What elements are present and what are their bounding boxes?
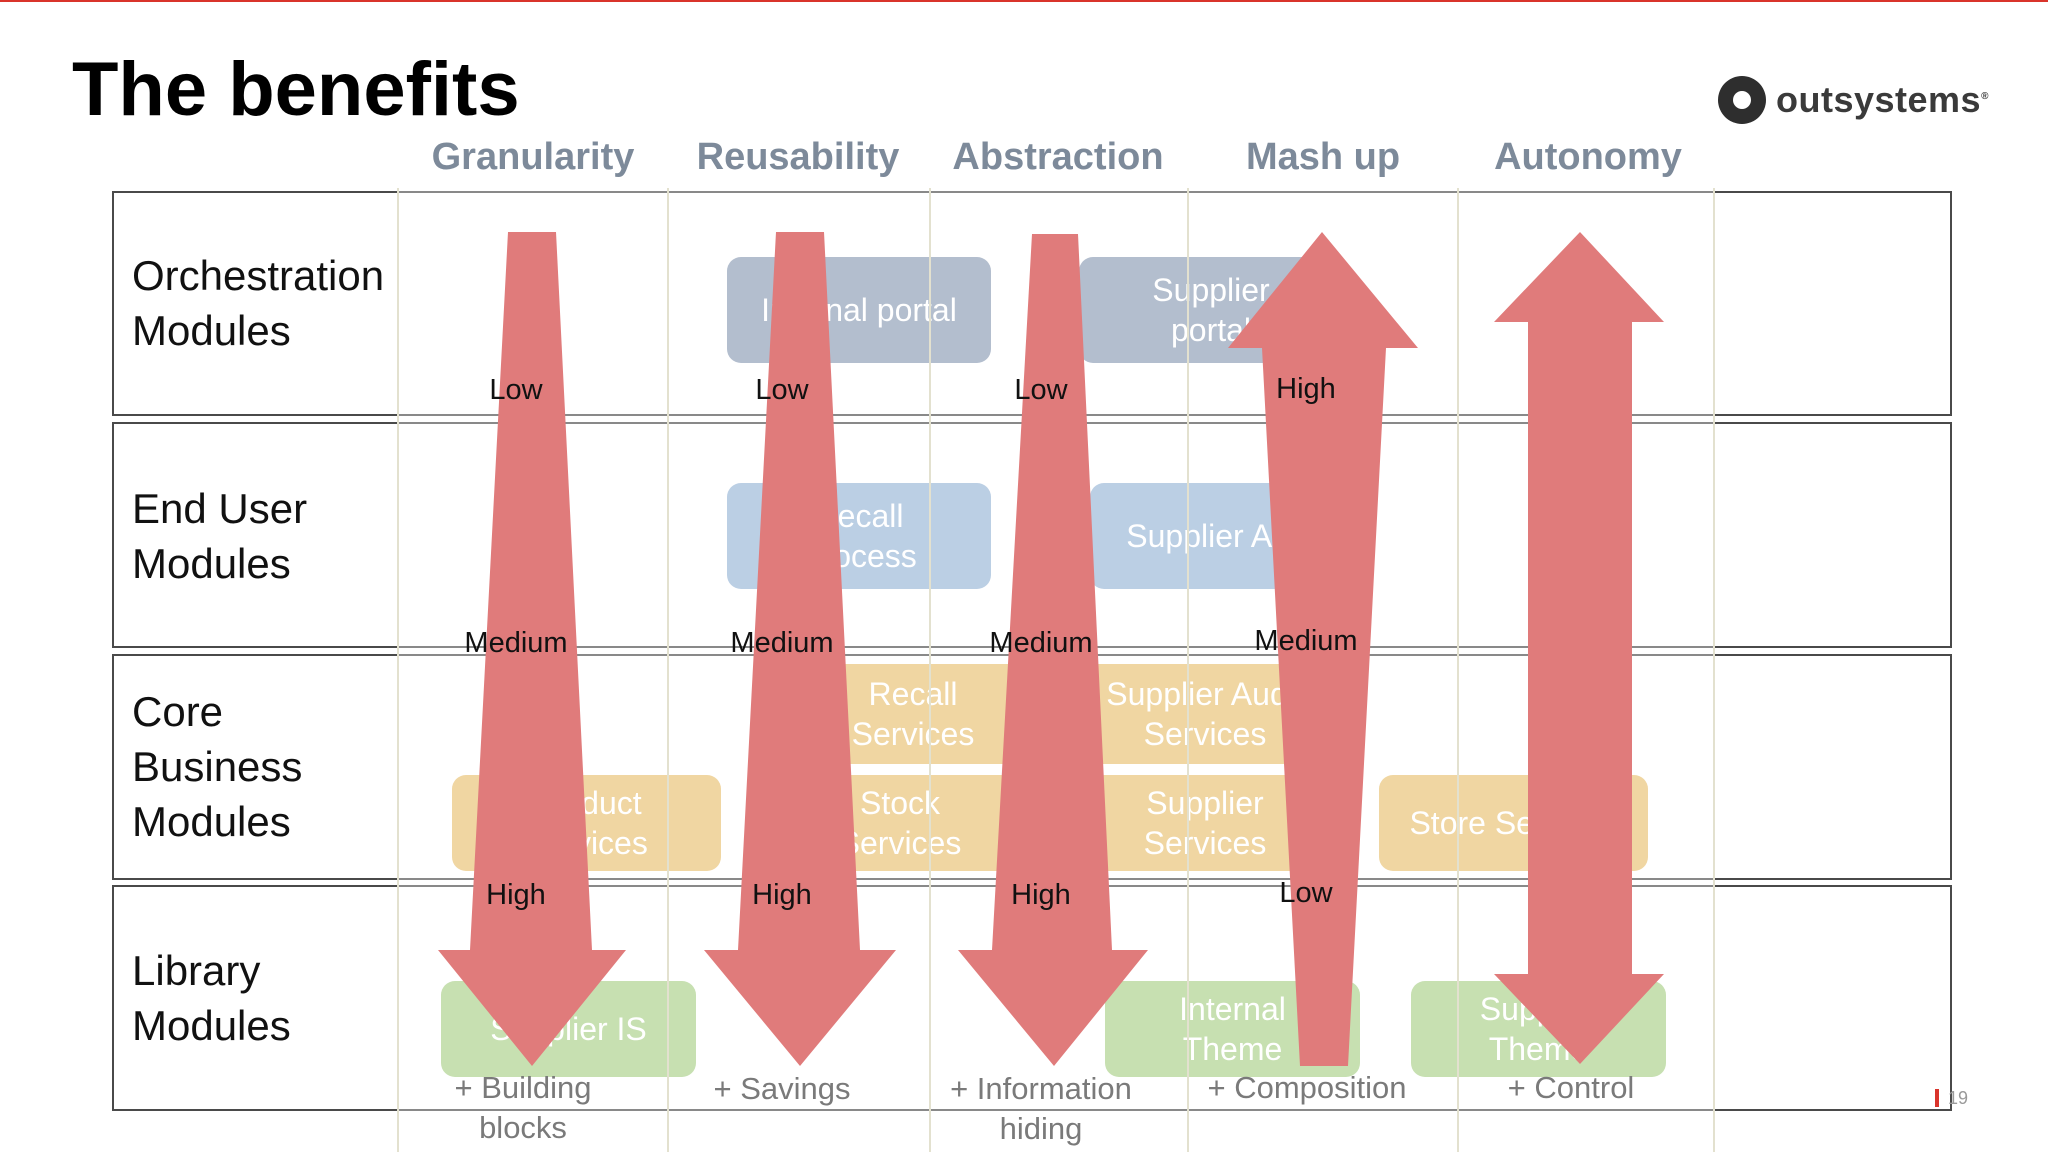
column-header-mash-up: Mash up xyxy=(1245,136,1401,178)
row-label-library: Library Modules xyxy=(132,947,291,1049)
column-header-reusability: Reusability xyxy=(696,136,900,178)
granularity-down-arrow xyxy=(438,232,626,1066)
level-label: High xyxy=(1011,879,1071,911)
level-label: Medium xyxy=(464,627,568,659)
column-divider xyxy=(1187,188,1189,1152)
benefit-abstraction: + Information hiding xyxy=(950,1071,1132,1146)
column-divider xyxy=(1713,188,1715,1152)
logo-mark-icon xyxy=(1718,76,1766,124)
column-header-abstraction: Abstraction xyxy=(952,136,1164,178)
row-label-core-business: Core Business Modules xyxy=(132,688,303,845)
row-label-orchestration: Orchestration Modules xyxy=(132,252,385,354)
level-label: Low xyxy=(755,374,809,406)
level-label: High xyxy=(486,879,546,911)
logo-text: outsystems® xyxy=(1776,79,1989,120)
level-label: Low xyxy=(1014,374,1068,406)
benefit-mash-up: + Composition xyxy=(1207,1070,1407,1105)
level-label: High xyxy=(752,879,812,911)
slide-title: The benefits xyxy=(72,47,520,132)
level-label: Low xyxy=(489,374,543,406)
page-number-marker xyxy=(1935,1089,1939,1107)
column-divider xyxy=(1457,188,1459,1152)
benefit-autonomy: + Control xyxy=(1507,1070,1635,1105)
column-divider xyxy=(667,188,669,1152)
mash-up-up-arrow xyxy=(1228,232,1418,1066)
column-header-granularity: Granularity xyxy=(431,136,635,178)
page-number: 19 xyxy=(1948,1088,1969,1108)
level-label: Medium xyxy=(1254,625,1358,657)
level-label: Medium xyxy=(989,627,1093,659)
autonomy-double-arrow xyxy=(1494,232,1664,1064)
abstraction-down-arrow xyxy=(958,234,1148,1066)
level-label: Medium xyxy=(730,627,834,659)
top-accent-line xyxy=(0,0,2048,2)
benefit-granularity: + Building blocks xyxy=(454,1070,592,1145)
row-label-end-user: End User Modules xyxy=(132,485,308,587)
column-divider xyxy=(397,188,399,1152)
outsystems-logo: outsystems® xyxy=(1718,76,1989,124)
column-divider xyxy=(929,188,931,1152)
column-header-autonomy: Autonomy xyxy=(1494,136,1682,178)
benefit-reusability: + Savings xyxy=(713,1071,851,1106)
reusability-down-arrow xyxy=(704,232,896,1066)
level-label: High xyxy=(1276,373,1336,405)
level-label: Low xyxy=(1279,877,1333,909)
